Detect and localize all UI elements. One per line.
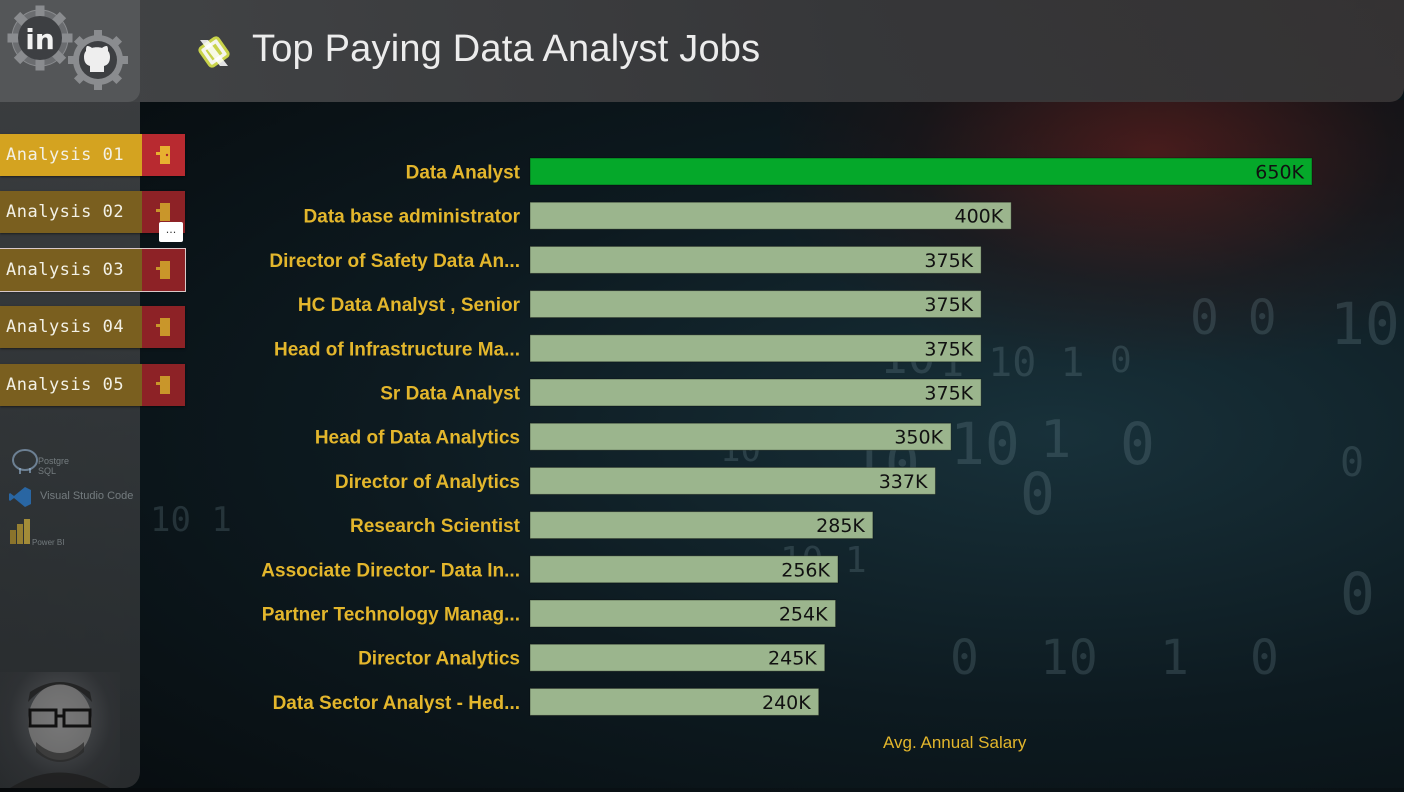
category-label: Head of Data Analytics (315, 428, 520, 449)
tool-label-vscode: Visual Studio Code (40, 490, 134, 502)
report-logo-icon (198, 36, 230, 68)
postgresql-icon (12, 449, 38, 474)
bar[interactable] (529, 466, 936, 495)
data-label: 375K (924, 338, 973, 360)
svg-text:in: in (25, 23, 55, 56)
bar[interactable] (529, 334, 982, 363)
vscode-icon (9, 487, 31, 507)
category-label: Research Scientist (350, 516, 521, 537)
bar[interactable] (529, 687, 820, 716)
bar[interactable] (529, 422, 952, 451)
bar[interactable] (529, 201, 1012, 230)
data-label: 350K (894, 427, 943, 449)
data-label: 240K (762, 692, 811, 714)
category-label: Sr Data Analyst (380, 384, 520, 405)
data-label: 245K (768, 648, 817, 670)
exit-door-icon (142, 134, 185, 176)
github-icon[interactable] (66, 28, 130, 92)
powerbi-icon (10, 519, 30, 544)
bar[interactable] (529, 290, 982, 319)
exit-door-icon (142, 306, 185, 348)
social-links: in (0, 0, 140, 102)
page-title: Top Paying Data Analyst Jobs (252, 28, 761, 70)
category-label: Data base administrator (304, 207, 521, 228)
tool-label-postgresql: Postgre SQL (38, 456, 70, 476)
nav-button-analysis-01[interactable]: Analysis 01 (0, 134, 185, 176)
linkedin-icon[interactable]: in (6, 4, 74, 72)
data-label: 375K (924, 383, 973, 405)
data-label: 375K (924, 250, 973, 272)
data-label: 650K (1255, 162, 1304, 184)
bar[interactable] (529, 555, 839, 584)
category-label: Partner Technology Manag... (262, 605, 520, 626)
bar[interactable] (529, 511, 874, 540)
category-label: Director of Analytics (335, 472, 520, 493)
author-avatar (0, 672, 120, 788)
nav-button-analysis-03[interactable]: Analysis 03 (0, 248, 186, 292)
tool-label-powerbi: Power BI (32, 538, 65, 547)
data-label: 375K (924, 294, 973, 316)
nav-button-analysis-05[interactable]: Analysis 05 (0, 364, 185, 406)
nav-button-label: Analysis 04 (0, 306, 142, 348)
nav-button-analysis-04[interactable]: Analysis 04 (0, 306, 185, 348)
category-label: Director Analytics (358, 649, 520, 670)
category-label: Data Analyst (406, 163, 521, 184)
bar[interactable] (529, 245, 982, 274)
nav-button-label: Analysis 02 (0, 191, 142, 233)
more-options-button[interactable]: ... (159, 222, 183, 242)
bar-chart: Data Analyst 650K Data base administrator 4… (261, 157, 1313, 716)
category-label: HC Data Analyst , Senior (298, 295, 521, 316)
data-label: 337K (879, 471, 928, 493)
category-label: Associate Director- Data In... (261, 560, 520, 581)
exit-door-icon (142, 249, 185, 291)
category-label: Data Sector Analyst - Hed... (273, 693, 520, 714)
data-label: 256K (781, 559, 830, 581)
category-label: Director of Safety Data An... (269, 251, 520, 272)
header-bar (0, 0, 1404, 102)
data-label: 285K (816, 515, 865, 537)
bar[interactable] (529, 643, 826, 672)
nav-button-label: Analysis 01 (0, 134, 142, 176)
exit-door-icon (142, 364, 185, 406)
category-label: Head of Infrastructure Ma... (274, 339, 520, 360)
data-label: 254K (779, 604, 828, 626)
nav-button-label: Analysis 03 (0, 249, 142, 291)
bar[interactable] (529, 378, 982, 407)
bar[interactable] (529, 599, 837, 628)
bar[interactable] (529, 157, 1313, 186)
data-label: 400K (954, 206, 1003, 228)
nav-button-label: Analysis 05 (0, 364, 142, 406)
x-axis-title: Avg. Annual Salary (883, 733, 1027, 752)
